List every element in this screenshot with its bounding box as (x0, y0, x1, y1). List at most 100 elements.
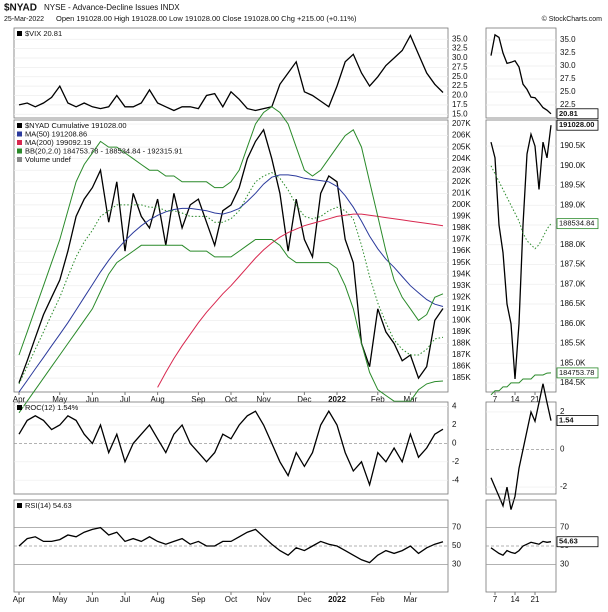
y-tick-label: 15.0 (452, 109, 468, 118)
series-line (490, 540, 552, 556)
y-tick-label: 186K (452, 362, 471, 371)
y-tick-label: 187.0K (560, 279, 586, 288)
legend-label: $NYAD Cumulative 191028.00 (25, 121, 127, 130)
y-tick-label: 201K (452, 188, 471, 197)
x-tick-label: Jun (86, 595, 99, 604)
y-tick-label: 20.0 (452, 91, 468, 100)
y-tick-label: 185K (452, 373, 471, 382)
y-tick-label: 189.0K (560, 200, 586, 209)
y-tick-label: 190K (452, 316, 471, 325)
series-line (18, 409, 444, 488)
y-tick-label: 195K (452, 258, 471, 267)
y-tick-label: 30.0 (452, 53, 468, 62)
x-tick-label: Jul (120, 595, 130, 604)
y-tick-label: 30.0 (560, 61, 576, 70)
y-tick-label: 202K (452, 177, 471, 186)
panel-frame (485, 401, 557, 495)
legend-label: MA(200) 199092.19 (25, 138, 91, 147)
panel-frame (13, 401, 449, 495)
series-line (18, 172, 444, 385)
x-tick-label: 7 (493, 395, 498, 404)
credit: © StockCharts.com (542, 15, 603, 23)
end-label: 20.81 (559, 109, 578, 118)
series-line (18, 34, 444, 112)
series-line (18, 128, 444, 384)
y-tick-label: 32.5 (452, 44, 468, 53)
x-tick-label: Feb (371, 395, 385, 404)
y-tick-label: 0 (560, 445, 565, 454)
series-line (18, 174, 444, 393)
y-tick-label: 186.5K (560, 299, 586, 308)
y-tick-label: 32.5 (560, 48, 576, 57)
end-label-box (556, 108, 599, 120)
y-tick-label: -4 (452, 475, 460, 484)
x-tick-label: 21 (531, 395, 540, 404)
legend-label: BB(20,2.0) 184753.78 - 188534.84 - 19231… (25, 146, 183, 155)
x-tick-label: Mar (403, 395, 417, 404)
y-tick-label: 27.5 (452, 62, 468, 71)
x-tick-label: 2022 (328, 595, 346, 604)
y-tick-label: 200K (452, 200, 471, 209)
y-tick-label: 185.0K (560, 358, 586, 367)
x-tick-label: Sep (191, 395, 206, 404)
x-tick-label: Oct (225, 595, 238, 604)
panel-frame (13, 27, 449, 119)
y-tick-label: 193K (452, 281, 471, 290)
y-tick-label: 0 (452, 439, 457, 448)
y-tick-label: 204K (452, 154, 471, 163)
end-label: 188534.84 (559, 219, 594, 228)
y-tick-label: 184.5K (560, 378, 586, 387)
y-tick-label: 192K (452, 292, 471, 301)
y-tick-label: 189K (452, 327, 471, 336)
panel-frame (485, 27, 557, 119)
x-tick-label: May (52, 595, 67, 604)
x-tick-label: 21 (531, 595, 540, 604)
y-tick-label: 27.5 (560, 74, 576, 83)
legend-swatch (17, 131, 22, 137)
x-tick-label: Oct (225, 395, 238, 404)
end-label-box (556, 367, 599, 379)
series-line (18, 526, 444, 564)
y-tick-label: 190.5K (560, 141, 586, 150)
series-line (157, 213, 444, 388)
y-tick-label: 199K (452, 212, 471, 221)
x-tick-label: Mar (403, 595, 417, 604)
y-tick-label: -2 (452, 457, 460, 466)
end-label: 54.63 (559, 537, 578, 546)
y-tick-label: 35.0 (452, 34, 468, 43)
y-tick-label: 50 (452, 541, 461, 550)
legend-swatch (17, 503, 22, 508)
y-tick-label: 198K (452, 223, 471, 232)
x-tick-label: Dec (297, 395, 311, 404)
x-tick-label: 2022 (328, 395, 346, 404)
series-line (18, 106, 444, 356)
x-tick-label: 14 (511, 395, 520, 404)
x-tick-label: Sep (191, 595, 206, 604)
y-tick-label: 187K (452, 350, 471, 359)
legend-swatch (17, 148, 22, 154)
series-line (490, 165, 552, 250)
legend-swatch (17, 157, 22, 162)
legend-label: Volume undef (25, 155, 72, 164)
y-tick-label: 22.5 (560, 100, 576, 109)
y-tick-label: 188K (452, 339, 471, 348)
legend-swatch (17, 405, 22, 410)
end-label-box (556, 536, 599, 548)
symbol: $NYAD (4, 3, 37, 14)
y-tick-label: 2 (560, 407, 565, 416)
end-label: 1.54 (559, 416, 574, 425)
y-tick-label: 197K (452, 235, 471, 244)
y-tick-label: 186.0K (560, 319, 586, 328)
end-label: 184753.78 (559, 368, 594, 377)
series-line (490, 33, 552, 115)
x-tick-label: Dec (297, 595, 311, 604)
legend-label: MA(50) 191208.86 (25, 129, 87, 138)
x-tick-label: Aug (150, 395, 164, 404)
x-tick-label: May (52, 395, 67, 404)
y-tick-label: 4 (452, 402, 457, 411)
x-tick-label: Apr (13, 395, 26, 404)
x-tick-label: Nov (256, 395, 270, 404)
x-tick-label: 7 (493, 595, 498, 604)
x-tick-label: Nov (256, 595, 270, 604)
